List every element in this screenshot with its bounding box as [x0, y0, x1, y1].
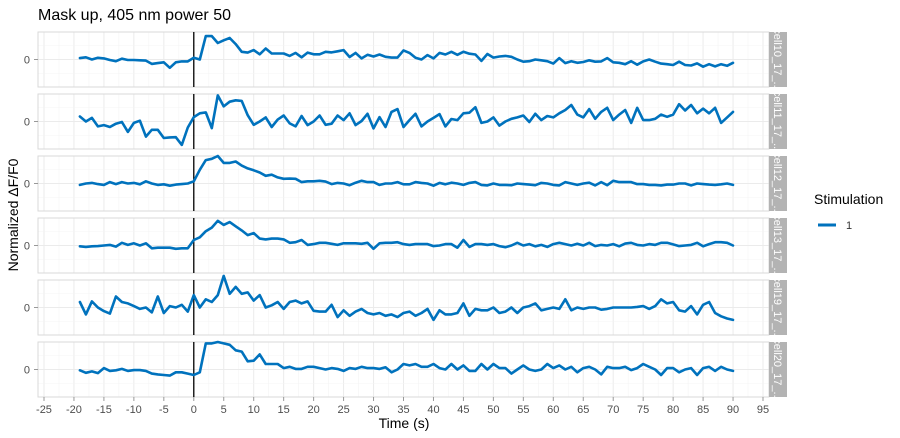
facet-panel: 0 cell11_17_... [24, 91, 787, 153]
x-tick-label: 70 [607, 404, 619, 416]
facet-strip [769, 156, 787, 211]
y-tick-label: 0 [24, 241, 30, 253]
x-tick-label: 90 [727, 404, 739, 416]
x-tick-label: -25 [36, 404, 52, 416]
x-tick-label: 75 [637, 404, 649, 416]
legend: Stimulation 1 [814, 191, 883, 232]
y-tick-label: 0 [24, 179, 30, 191]
x-tick-label: 30 [367, 404, 379, 416]
y-tick-label: 0 [24, 365, 30, 377]
x-tick-label: 85 [697, 404, 709, 416]
x-tick-label: 35 [397, 404, 409, 416]
x-tick-label: 10 [248, 404, 260, 416]
series-line [78, 219, 735, 251]
facet-strip [769, 280, 787, 335]
x-tick-label: 20 [307, 404, 319, 416]
facet-strip-label: cell20_17_... [771, 338, 783, 400]
x-tick-label: 80 [667, 404, 679, 416]
y-tick-label: 0 [24, 117, 30, 129]
y-tick-label: 0 [24, 55, 30, 67]
x-tick-label: -15 [96, 404, 112, 416]
x-tick-label: 45 [457, 404, 469, 416]
x-axis-title: Time (s) [379, 415, 430, 431]
chart-title: Mask up, 405 nm power 50 [38, 7, 231, 24]
series-line [78, 34, 735, 70]
x-tick-label: 40 [427, 404, 439, 416]
facet-panel: 0 cell20_17_... [24, 338, 787, 401]
x-tick-label: 60 [547, 404, 559, 416]
facet-panel: 0 cell19_17_... [24, 274, 787, 339]
series-line [78, 154, 735, 187]
x-tick-label: 65 [577, 404, 589, 416]
y-tick-label: 0 [24, 303, 30, 315]
facet-strip [769, 218, 787, 273]
legend-entry-label: 1 [846, 220, 852, 232]
facet-strip-label: cell13_17_... [771, 214, 783, 276]
series-line [78, 274, 735, 322]
legend-title: Stimulation [814, 191, 883, 207]
x-tick-label: -5 [159, 404, 169, 416]
x-tick-label: 25 [337, 404, 349, 416]
y-axis-title: Normalized ΔF/F0 [5, 158, 21, 271]
x-tick-label: 50 [487, 404, 499, 416]
facet-panel: 0 cell13_17_... [24, 214, 787, 277]
facet-panel: 0 cell12_17_... [24, 152, 787, 215]
x-tick-label: 5 [221, 404, 227, 416]
facet-panel: 0 cell10_17_... [24, 28, 787, 91]
facet-strip [769, 342, 787, 397]
x-tick-label: 55 [517, 404, 529, 416]
panels-layer: 0 cell10_17_... 0 cell11_17_... 0 cell12_17_.… [24, 28, 787, 401]
x-axis: -25 -20 -15 -10 -5 0 5 10 15 20 25 30 35 40 45 50 55 60 65… [36, 397, 769, 416]
x-tick-label: 0 [191, 404, 197, 416]
x-tick-label: 15 [278, 404, 290, 416]
facet-strip [769, 32, 787, 87]
facet-strip [769, 94, 787, 149]
x-tick-label: -20 [66, 404, 82, 416]
facet-strip-label: cell19_17_... [771, 276, 783, 338]
series-line [78, 340, 735, 377]
x-tick-label: 95 [757, 404, 769, 416]
facet-strip-label: cell10_17_... [771, 28, 783, 90]
facet-strip-label: cell12_17_... [771, 152, 783, 214]
x-tick-label: -10 [126, 404, 142, 416]
facet-strip-label: cell11_17_... [771, 91, 783, 153]
series-line [78, 94, 735, 147]
